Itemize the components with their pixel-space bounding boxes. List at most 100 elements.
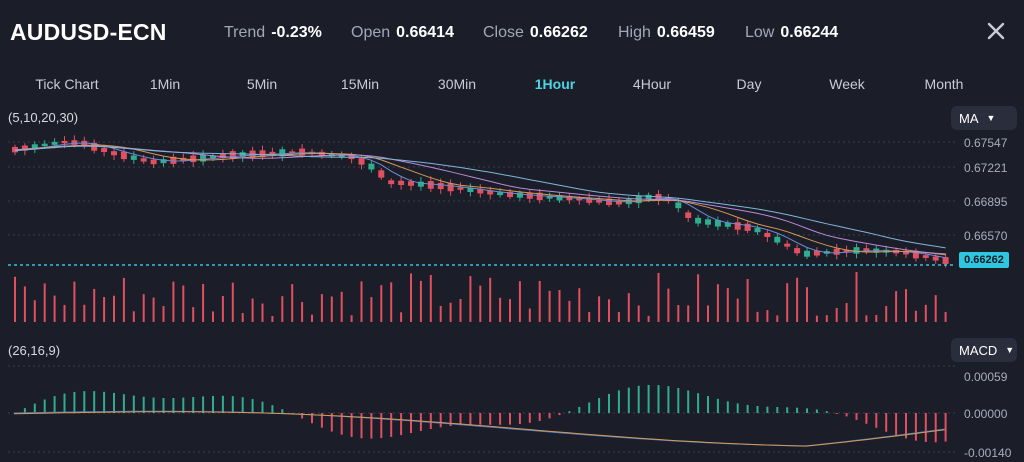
- volume-bar: [815, 315, 818, 322]
- volume-bar: [677, 305, 680, 322]
- volume-bar: [766, 310, 769, 322]
- candle-body: [279, 149, 286, 157]
- macd-bar: [370, 413, 373, 439]
- macd-bar: [905, 413, 907, 439]
- tab-4hour[interactable]: 4Hour: [632, 76, 672, 92]
- volume-bar: [796, 277, 799, 322]
- volume-bar: [489, 277, 492, 322]
- tab-tick-chart[interactable]: Tick Chart: [35, 76, 99, 92]
- high-value: 0.66459: [656, 24, 715, 41]
- candle-body: [912, 250, 919, 259]
- macd-bar: [806, 408, 808, 413]
- volume-bar: [410, 273, 412, 322]
- candle-body: [645, 194, 652, 200]
- volume-bar: [241, 313, 244, 322]
- volume-bar: [400, 312, 403, 322]
- volume-bar: [558, 290, 561, 322]
- macd-bar: [340, 413, 343, 435]
- candle-body: [734, 222, 741, 230]
- close-icon[interactable]: [986, 20, 1006, 42]
- price-axis-label: 0.67547: [964, 136, 1008, 150]
- macd-bar: [647, 384, 650, 413]
- volume-bars: [14, 272, 947, 322]
- volume-bar: [756, 311, 759, 322]
- macd-bar: [687, 390, 690, 413]
- candle-body: [833, 248, 840, 255]
- volume-bar: [825, 315, 828, 322]
- high-label: High: [618, 24, 651, 41]
- tab-week[interactable]: Week: [829, 76, 865, 92]
- volume-bar: [113, 295, 115, 322]
- candle-body: [111, 151, 117, 156]
- macd-indicator-dropdown[interactable]: MACD ▼: [951, 338, 1017, 362]
- macd-bar: [558, 413, 561, 416]
- volume-bar: [152, 297, 155, 322]
- volume-bar: [687, 305, 690, 322]
- volume-bar: [617, 312, 620, 322]
- volume-bar: [14, 276, 16, 322]
- candle-body: [219, 153, 226, 159]
- macd-bar: [766, 406, 769, 413]
- volume-bar: [736, 298, 739, 322]
- volume-bar: [231, 282, 234, 322]
- volume-bar: [875, 314, 878, 322]
- candle-body: [516, 192, 523, 198]
- macd-bar: [924, 413, 927, 442]
- volume-bar: [281, 296, 284, 322]
- volume-bar: [578, 288, 581, 322]
- tab-1min[interactable]: 1Min: [149, 76, 181, 92]
- candle-body: [437, 182, 444, 190]
- volume-bar: [835, 307, 838, 322]
- volume-bar: [865, 315, 868, 322]
- tab-day[interactable]: Day: [736, 76, 762, 92]
- macd-bar: [241, 397, 244, 413]
- candle-body: [695, 217, 702, 224]
- tab-5min[interactable]: 5Min: [246, 76, 278, 92]
- candle-body: [358, 158, 365, 165]
- volume-bar: [944, 311, 947, 322]
- macd-bar: [182, 397, 185, 413]
- ma-indicator-dropdown[interactable]: MA ▼: [951, 106, 1017, 130]
- macd-bar: [231, 396, 234, 413]
- candle-body: [51, 141, 58, 145]
- macd-bar: [63, 393, 66, 413]
- candle-body: [180, 157, 187, 162]
- volume-bar: [657, 272, 660, 322]
- macd-bar: [301, 413, 304, 419]
- volume-bar: [855, 272, 858, 322]
- open-stat: Open 0.66414: [351, 24, 454, 42]
- candle-body: [556, 195, 563, 201]
- tab-1hour[interactable]: 1Hour: [534, 76, 576, 92]
- macd-bar: [103, 391, 106, 413]
- volume-bar: [528, 308, 531, 322]
- volume-bar: [439, 305, 442, 322]
- tab-month[interactable]: Month: [924, 76, 964, 92]
- candle-body: [170, 156, 177, 164]
- volume-bar: [360, 281, 363, 322]
- header-bar: AUDUSD-ECN Trend -0.23% Open 0.66414 Close…: [0, 0, 1024, 64]
- macd-bar: [192, 397, 195, 413]
- candle-body: [487, 190, 494, 195]
- candle-body: [744, 223, 751, 231]
- macd-bar: [251, 399, 254, 413]
- volume-bar: [806, 287, 808, 322]
- candle-body: [863, 248, 870, 253]
- volume-bar: [221, 296, 224, 322]
- candle-body: [299, 148, 306, 156]
- tab-15min[interactable]: 15Min: [340, 76, 380, 92]
- macd-bar: [172, 397, 175, 413]
- macd-bar: [825, 411, 828, 413]
- volume-bar: [608, 299, 610, 322]
- volume-bar: [548, 290, 551, 322]
- tab-30min[interactable]: 30Min: [437, 76, 477, 92]
- volume-bar: [479, 285, 482, 322]
- macd-bar: [53, 396, 56, 413]
- macd-bar: [578, 406, 581, 413]
- candle-body: [507, 191, 513, 198]
- macd-bar: [736, 403, 739, 413]
- candle-body: [546, 195, 553, 199]
- macd-bar: [538, 413, 541, 421]
- candle-body: [526, 192, 533, 199]
- macd-axis-label: 0.00000: [964, 407, 1008, 421]
